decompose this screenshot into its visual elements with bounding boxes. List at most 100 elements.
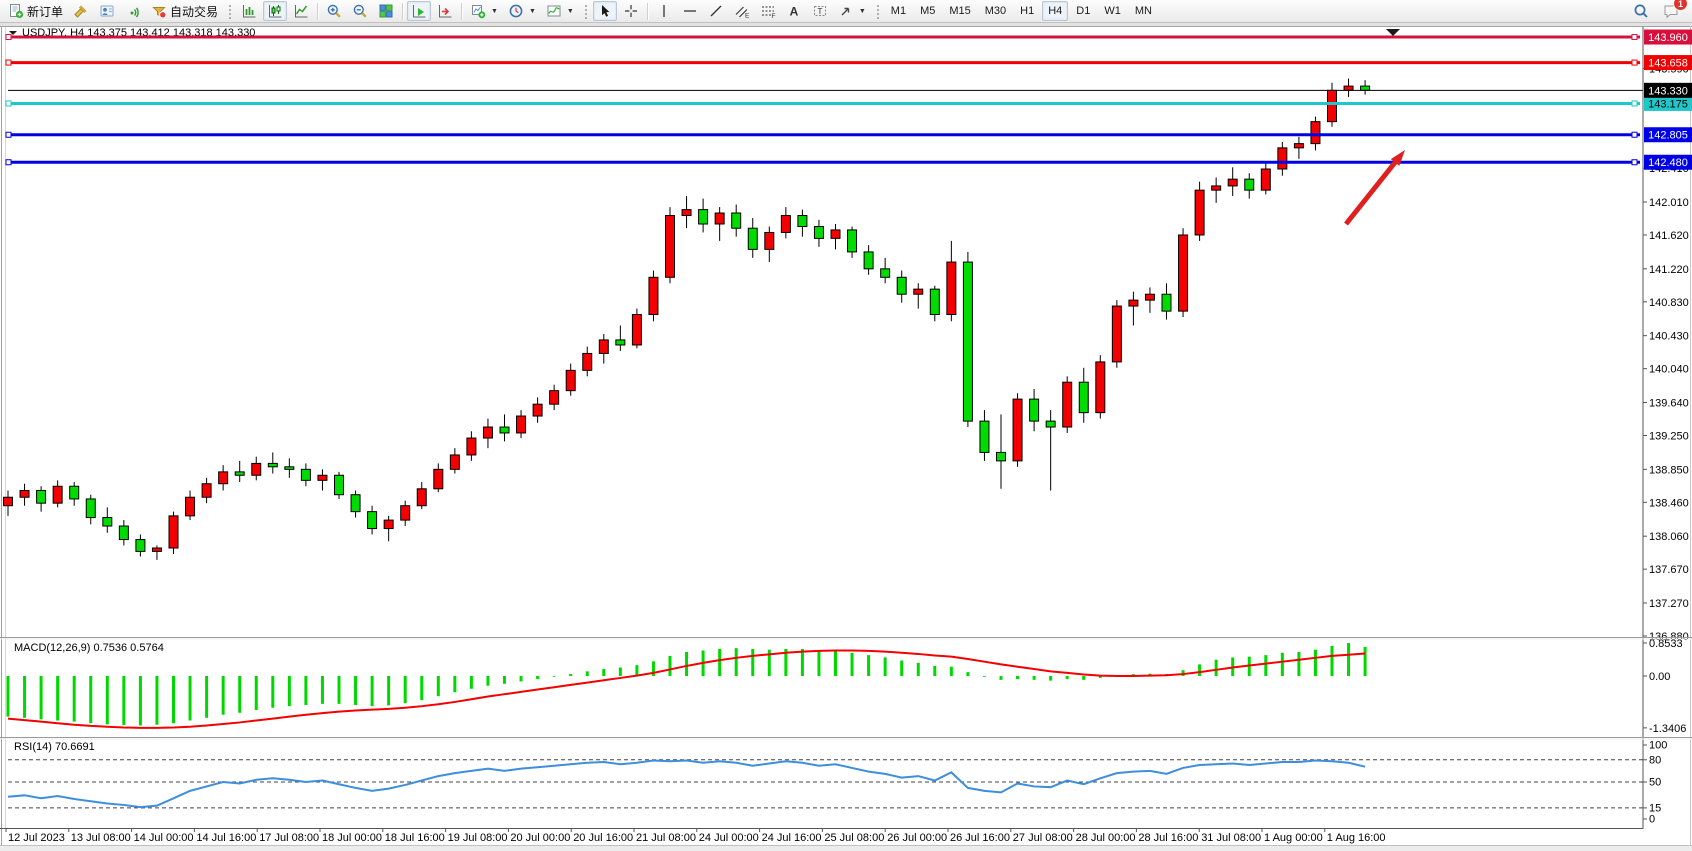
candle (499, 414, 510, 442)
svg-text:140.430: 140.430 (1649, 331, 1689, 343)
zoom-in-button[interactable] (322, 1, 346, 21)
line-handle[interactable] (1631, 59, 1638, 66)
search-button[interactable] (1633, 3, 1649, 19)
candle (1045, 410, 1056, 491)
profile-button[interactable] (95, 1, 119, 21)
tf-m5-button[interactable]: M5 (920, 5, 936, 17)
periods-button[interactable]: ▼ (504, 1, 540, 21)
horizontal-line-tool-button[interactable] (678, 1, 702, 21)
chart-menu-icon[interactable] (9, 31, 17, 35)
tf-mn-button[interactable]: MN (1134, 5, 1152, 17)
red-up-arrow[interactable] (1344, 150, 1405, 226)
support-line-blue-lower[interactable] (5, 159, 1640, 166)
support-line-blue-upper-price-label: 142.805 (1644, 127, 1692, 143)
svg-text:14 Jul 16:00: 14 Jul 16:00 (196, 832, 256, 844)
equidistant-channel-tool-button[interactable]: E (730, 1, 754, 21)
tf-w1-button[interactable]: W1 (1104, 5, 1121, 17)
auto-scroll-button[interactable] (407, 1, 432, 21)
line-handle[interactable] (1631, 34, 1638, 41)
auto-trading-button[interactable]: 自动交易 (147, 1, 222, 21)
tile-windows-button[interactable] (374, 1, 398, 21)
candle (416, 482, 427, 510)
line-handle[interactable] (5, 100, 12, 107)
signals-button[interactable] (121, 1, 145, 21)
trendline-tool-button[interactable] (704, 1, 728, 21)
line-chart-mode-button[interactable] (289, 1, 313, 21)
fibonacci-tool-button[interactable]: F (756, 1, 780, 21)
toolbar-group: ▼ ▼ ▼ (465, 0, 579, 22)
toolbar-grip[interactable] (582, 3, 588, 19)
line-handle[interactable] (1631, 159, 1638, 166)
tf-m30-button[interactable]: M30 (984, 5, 1007, 17)
line-handle[interactable] (5, 34, 12, 41)
candle (367, 505, 378, 535)
svg-text:143.960: 143.960 (1648, 32, 1688, 44)
tf-h4-button[interactable]: H4 (1042, 1, 1069, 21)
autoscroll-icon (411, 3, 427, 19)
tf-m15-button[interactable]: M15 (949, 5, 971, 17)
templates-button[interactable]: ▼ (542, 1, 578, 21)
candle (780, 207, 791, 239)
svg-text:138.850: 138.850 (1649, 464, 1689, 476)
text-label-tool-button[interactable]: T (808, 1, 832, 21)
line-handle[interactable] (5, 159, 12, 166)
line-handle[interactable] (5, 131, 12, 138)
chevron-down-icon[interactable]: ▼ (858, 7, 866, 15)
resistance-line-red[interactable] (5, 59, 1640, 66)
tf-m1-button[interactable]: M1 (890, 5, 907, 17)
line-handle[interactable] (5, 59, 12, 66)
new-chart-button[interactable]: ▼ (466, 1, 502, 21)
toolbar-grip[interactable] (227, 3, 233, 19)
toolbar-separator (646, 2, 648, 20)
candle (284, 458, 295, 478)
zoom-in-icon (326, 3, 342, 19)
svg-text:139.640: 139.640 (1649, 398, 1689, 410)
candle (334, 471, 344, 499)
svg-text:F: F (771, 13, 775, 19)
svg-text:A: A (790, 5, 799, 19)
cursor-tool-button[interactable] (592, 1, 617, 21)
candlestick-mode-button[interactable] (263, 1, 288, 21)
toolbar-separator (461, 2, 463, 20)
time-axis-labels: 12 Jul 2023 13 Jul 08:00 14 Jul 00:00 14 Ju… (5, 828, 1386, 844)
chevron-down-icon[interactable]: ▼ (528, 7, 536, 15)
chevron-down-icon[interactable]: ▼ (566, 7, 574, 15)
toolbar-grip[interactable] (874, 3, 880, 19)
new-order-label: 新订单 (27, 4, 64, 19)
metaeditor-button[interactable] (69, 1, 93, 21)
tf-h1-button[interactable]: H1 (1020, 5, 1035, 17)
candle (317, 469, 328, 491)
vertical-line-tool-button[interactable] (652, 1, 676, 21)
line-handle[interactable] (1631, 100, 1638, 107)
line-handle[interactable] (1631, 131, 1638, 138)
tf-d1-button[interactable]: D1 (1076, 5, 1091, 17)
candle (466, 431, 477, 461)
candle (648, 270, 659, 322)
hline-icon (682, 3, 698, 19)
svg-text:136.880: 136.880 (1649, 631, 1689, 643)
text-tool-button[interactable]: A (782, 1, 806, 21)
candle (1194, 181, 1205, 241)
candle (168, 511, 179, 554)
arrows-tool-button[interactable]: ▼ (834, 1, 870, 21)
svg-text:18 Jul 00:00: 18 Jul 00:00 (322, 832, 382, 844)
tiles-icon (378, 3, 394, 19)
svg-text:143.658: 143.658 (1648, 58, 1688, 70)
chart-shift-button[interactable] (433, 1, 457, 21)
level-line-teal[interactable] (5, 100, 1640, 107)
svg-text:100: 100 (1649, 740, 1667, 752)
candle (1078, 367, 1089, 423)
price-axis[interactable] (1643, 27, 1692, 829)
chat-button[interactable]: 1 (1663, 0, 1688, 19)
resistance-line-crimson[interactable] (5, 34, 1640, 41)
candles-icon (267, 3, 283, 19)
chevron-down-icon[interactable]: ▼ (491, 7, 498, 15)
chart-plot-area[interactable] (8, 27, 1640, 637)
bar-chart-mode-button[interactable] (237, 1, 261, 21)
support-line-blue-upper[interactable] (5, 131, 1640, 138)
candle (764, 226, 775, 263)
new-order-button[interactable]: 新订单 (4, 1, 67, 21)
svg-text:26 Jul 16:00: 26 Jul 16:00 (950, 832, 1010, 844)
crosshair-tool-button[interactable] (619, 1, 643, 21)
zoom-out-button[interactable] (348, 1, 372, 21)
